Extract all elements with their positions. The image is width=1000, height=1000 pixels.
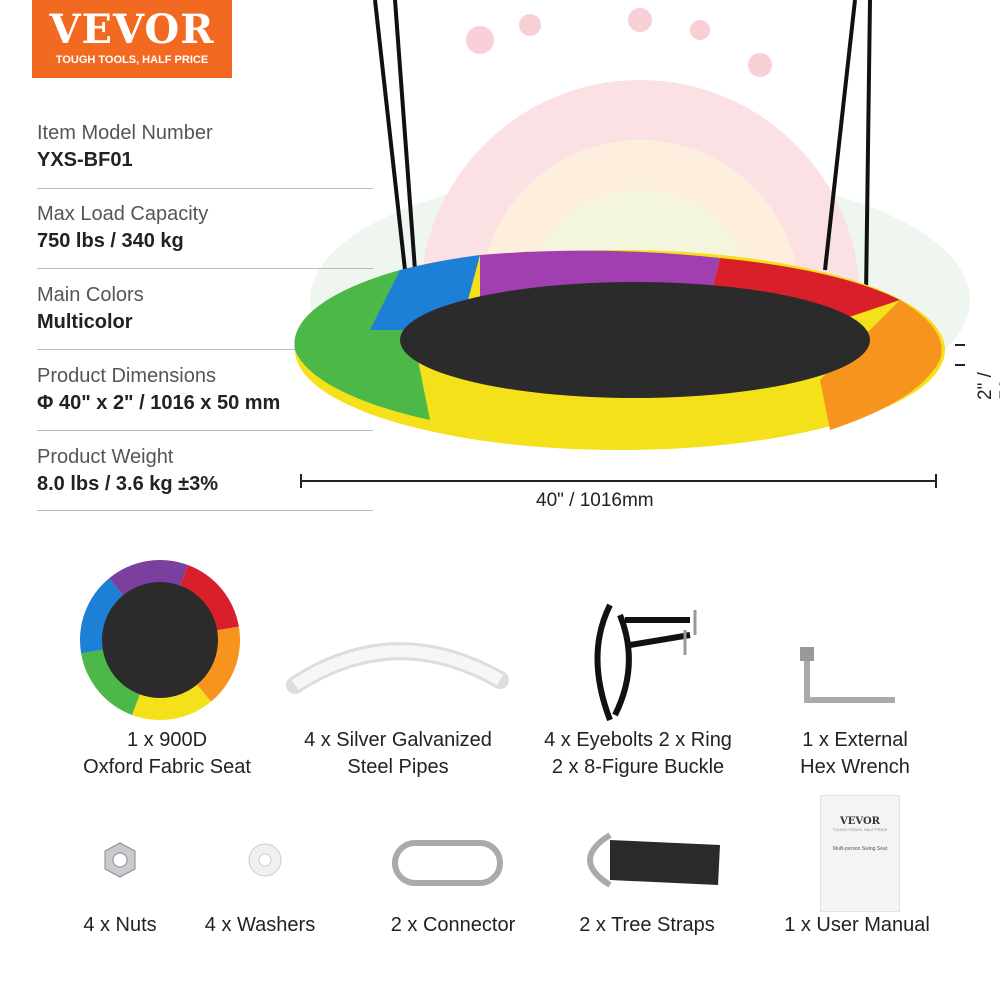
part-caption: 1 x User Manual [784,914,930,936]
part-caption: 1 x 900D Oxford Fabric Seat [83,729,251,778]
width-dimension-label: 40" / 1016mm [536,490,654,511]
carabiner-image [392,840,503,886]
spec-weight: Product Weight 8.0 lbs / 3.6 kg ±3% [37,446,373,511]
eyebolts-rope-image [594,603,697,722]
spec-model: Item Model Number YXS-BF01 [37,122,373,189]
fabric-seat-image [80,560,240,720]
vevor-logo: VEVOR TOUGH TOOLS, HALF PRICE [32,0,232,78]
spec-colors: Main Colors Multicolor [37,284,373,350]
part-caption: 4 x Eyebolts 2 x Ring 2 x 8-Figure Buckle [544,729,732,778]
width-dimension-line [300,480,937,482]
dimension-tick [935,474,937,488]
tree-strap-image [587,832,720,888]
part-caption: 2 x Connector [390,914,516,936]
spec-load: Max Load Capacity 750 lbs / 340 kg [37,203,373,269]
height-dimension-mark [955,344,965,366]
spec-dimensions: Product Dimensions Φ 40" x 2" / 1016 x 50… [37,365,373,431]
part-caption: 4 x Nuts [83,914,157,936]
part-caption: 4 x Silver Galvanized Steel Pipes [304,729,492,778]
part-caption: 1 x External Hex Wrench [800,729,910,778]
user-manual-image: VEVOR TOUGH TOOLS, HALF PRICE Multi-pers… [820,795,900,912]
washer-image [248,843,282,877]
dimension-tick [300,474,302,488]
height-dimension-label: 2" / 50mm [975,347,1000,400]
hex-wrench-image [800,647,895,703]
steel-pipe-image [286,642,509,694]
part-caption: 2 x Tree Straps [579,914,715,936]
nut-image [104,842,136,878]
swing-seat-image [294,0,945,450]
part-caption: 4 x Washers [204,914,316,936]
